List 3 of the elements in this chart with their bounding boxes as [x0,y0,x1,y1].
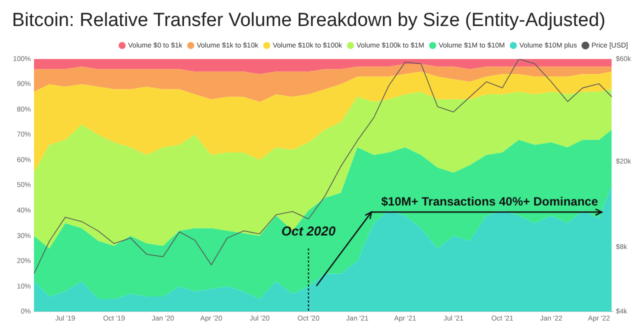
chart-title: Bitcoin: Relative Transfer Volume Breakdown by Size (Entity-Adjusted) [11,9,606,33]
ref-line-label: Oct 2020 [281,224,336,239]
annotation: $10M+ Transactions 40%+ Dominance [381,194,598,209]
